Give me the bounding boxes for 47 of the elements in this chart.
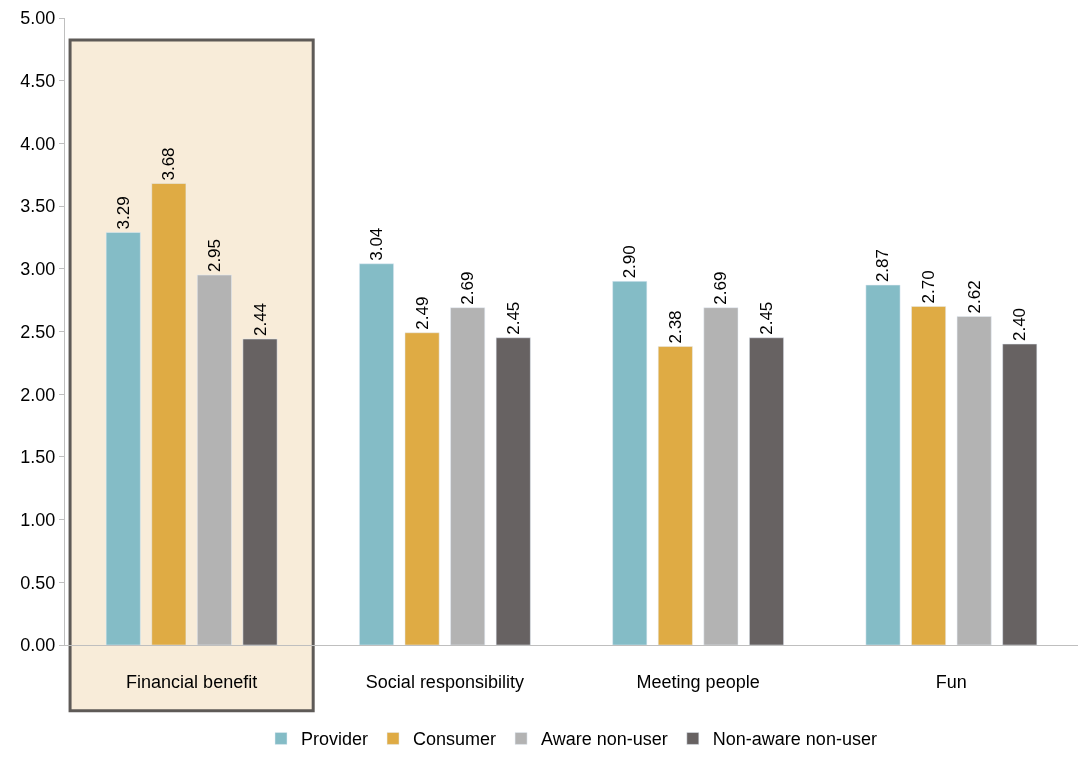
bar [359, 263, 394, 645]
data-label: 2.45 [757, 301, 777, 335]
bar [105, 232, 141, 645]
data-label: 2.40 [1010, 307, 1030, 342]
data-label: 2.62 [964, 280, 984, 314]
data-label: 3.04 [366, 227, 386, 261]
y-tick-label: 4.00 [20, 133, 56, 154]
bar [151, 183, 187, 645]
data-label: 2.70 [919, 270, 939, 304]
y-tick-label: 3.50 [20, 196, 56, 217]
legend-label: Non-aware non-user [712, 729, 877, 750]
data-label: 2.44 [250, 302, 270, 337]
bar [749, 337, 784, 645]
x-tick-label: Social responsibility [365, 671, 524, 692]
bar [865, 284, 901, 645]
y-tick-label: 1.00 [20, 509, 56, 530]
y-tick-label: 3.00 [20, 259, 56, 280]
y-tick-label: 2.00 [20, 384, 56, 405]
data-label: 2.45 [503, 301, 523, 335]
bar [612, 281, 648, 645]
data-label: 2.49 [412, 296, 432, 330]
data-label: 2.69 [458, 271, 478, 305]
data-label: 2.95 [204, 238, 224, 273]
data-label: 3.29 [113, 196, 133, 230]
data-label: 2.90 [620, 245, 640, 279]
bar [404, 332, 440, 645]
y-tick-label: 4.50 [20, 71, 56, 91]
data-label: 3.68 [159, 147, 179, 181]
bar [911, 306, 946, 645]
legend-label: Aware non-user [541, 729, 668, 750]
data-label: 2.38 [665, 310, 685, 344]
y-tick-label: 1.50 [20, 447, 56, 468]
x-tick-label: Financial benefit [126, 671, 258, 692]
y-tick-label: 5.00 [20, 8, 56, 29]
y-tick-label: 0.00 [20, 635, 56, 656]
legend-label: Provider [301, 729, 369, 750]
x-tick-label: Fun [935, 671, 967, 692]
legend-label: Consumer [413, 729, 497, 750]
bar [242, 338, 278, 645]
x-tick-label: Meeting people [636, 671, 760, 692]
bar [657, 346, 693, 645]
data-label: 2.87 [873, 249, 893, 283]
y-tick-label: 0.50 [20, 572, 56, 593]
bar [1002, 343, 1038, 645]
data-label: 2.69 [711, 271, 731, 305]
y-tick-label: 2.50 [20, 321, 56, 342]
bar [495, 337, 531, 645]
